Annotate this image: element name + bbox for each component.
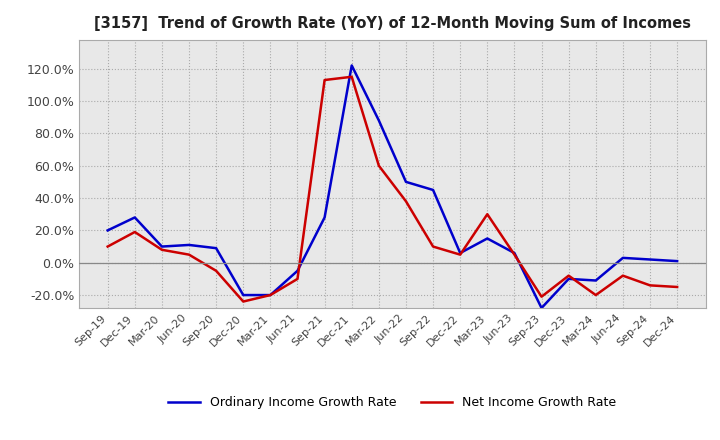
Net Income Growth Rate xyxy=(537,294,546,299)
Ordinary Income Growth Rate xyxy=(428,187,437,193)
Ordinary Income Growth Rate xyxy=(483,236,492,241)
Line: Ordinary Income Growth Rate: Ordinary Income Growth Rate xyxy=(108,66,677,308)
Ordinary Income Growth Rate xyxy=(402,179,410,184)
Ordinary Income Growth Rate xyxy=(293,268,302,273)
Net Income Growth Rate xyxy=(158,247,166,253)
Net Income Growth Rate xyxy=(618,273,627,279)
Ordinary Income Growth Rate xyxy=(185,242,194,248)
Net Income Growth Rate xyxy=(320,77,329,83)
Ordinary Income Growth Rate xyxy=(510,250,518,256)
Legend: Ordinary Income Growth Rate, Net Income Growth Rate: Ordinary Income Growth Rate, Net Income … xyxy=(163,392,621,414)
Net Income Growth Rate xyxy=(293,276,302,282)
Ordinary Income Growth Rate xyxy=(348,63,356,68)
Ordinary Income Growth Rate xyxy=(646,257,654,262)
Ordinary Income Growth Rate xyxy=(104,228,112,233)
Net Income Growth Rate xyxy=(456,252,464,257)
Ordinary Income Growth Rate xyxy=(239,293,248,298)
Net Income Growth Rate xyxy=(185,252,194,257)
Net Income Growth Rate xyxy=(239,299,248,304)
Net Income Growth Rate xyxy=(374,163,383,169)
Net Income Growth Rate xyxy=(212,268,220,273)
Line: Net Income Growth Rate: Net Income Growth Rate xyxy=(108,77,677,301)
Net Income Growth Rate xyxy=(591,293,600,298)
Ordinary Income Growth Rate xyxy=(591,278,600,283)
Net Income Growth Rate xyxy=(266,293,275,298)
Net Income Growth Rate xyxy=(672,284,681,290)
Net Income Growth Rate xyxy=(428,244,437,249)
Title: [3157]  Trend of Growth Rate (YoY) of 12-Month Moving Sum of Incomes: [3157] Trend of Growth Rate (YoY) of 12-… xyxy=(94,16,691,32)
Net Income Growth Rate xyxy=(646,283,654,288)
Net Income Growth Rate xyxy=(510,252,518,257)
Net Income Growth Rate xyxy=(130,229,139,235)
Net Income Growth Rate xyxy=(104,244,112,249)
Ordinary Income Growth Rate xyxy=(212,246,220,251)
Net Income Growth Rate xyxy=(483,212,492,217)
Net Income Growth Rate xyxy=(402,198,410,204)
Ordinary Income Growth Rate xyxy=(672,258,681,264)
Ordinary Income Growth Rate xyxy=(456,250,464,256)
Ordinary Income Growth Rate xyxy=(374,118,383,123)
Ordinary Income Growth Rate xyxy=(537,305,546,311)
Ordinary Income Growth Rate xyxy=(320,215,329,220)
Net Income Growth Rate xyxy=(564,273,573,279)
Ordinary Income Growth Rate xyxy=(130,215,139,220)
Ordinary Income Growth Rate xyxy=(266,293,275,298)
Ordinary Income Growth Rate xyxy=(618,255,627,260)
Net Income Growth Rate xyxy=(348,74,356,80)
Ordinary Income Growth Rate xyxy=(158,244,166,249)
Ordinary Income Growth Rate xyxy=(564,276,573,282)
